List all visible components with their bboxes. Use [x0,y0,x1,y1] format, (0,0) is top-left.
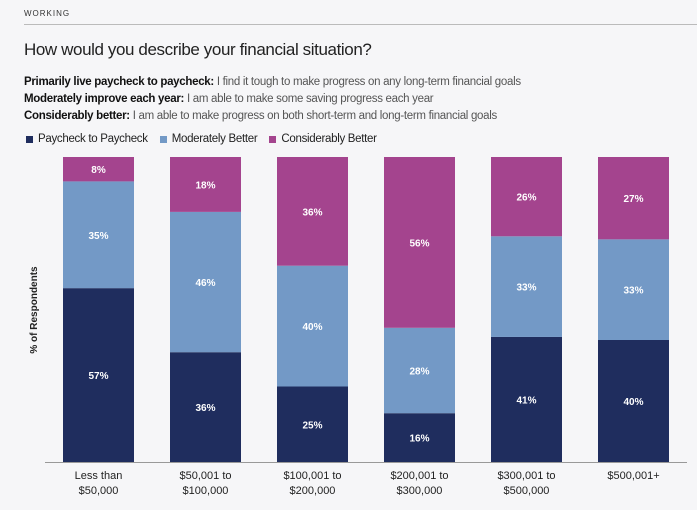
bar-segment [491,236,562,337]
data-label: 16% [409,434,429,445]
legend: Paycheck to Paycheck Moderately Better C… [26,133,377,145]
data-label: 36% [195,403,215,414]
description-moderate: Moderately improve each year: I am able … [24,93,434,105]
description-term: Primarily live paycheck to paycheck: [24,76,214,88]
x-tick-label: Less than [75,470,123,482]
bar-segment [63,288,134,462]
x-tick-label: $500,001+ [607,470,659,482]
bar-segment [63,181,134,289]
bar-segment [491,157,562,237]
x-tick-label: $300,000 [397,485,443,497]
bar-segment [170,211,241,353]
legend-swatch [26,135,33,143]
legend-item-paycheck: Paycheck to Paycheck [26,133,148,145]
section-label: WORKING [24,9,71,18]
description-paycheck: Primarily live paycheck to paycheck: I f… [24,76,521,88]
description-term: Moderately improve each year: [24,93,185,105]
x-tick-label: $50,001 to [180,470,232,482]
legend-label: Moderately Better [171,133,258,145]
bar-segment [384,327,455,414]
description-text: I find it tough to make progress on any … [213,76,521,88]
data-label: 8% [91,165,106,176]
data-label: 35% [88,231,108,242]
description-text: I am able to make some saving progress e… [184,93,434,105]
data-label: 27% [623,194,643,205]
data-label: 18% [195,180,215,191]
x-tick-label: $500,000 [504,485,550,497]
data-label: 33% [516,283,536,294]
data-label: 25% [302,420,322,431]
bar-segment [384,157,455,328]
bar-segment [277,157,348,266]
data-label: 56% [409,238,429,249]
bar-segment [170,157,241,212]
legend-item-considerable: Considerably Better [269,133,377,145]
data-label: 40% [302,322,322,333]
x-tick-label: $100,000 [183,485,229,497]
x-tick-label: $200,001 to [390,470,448,482]
bar-segment [277,386,348,462]
bar-segment [63,157,134,182]
data-label: 33% [623,286,643,297]
data-label: 36% [302,207,322,218]
data-label: 40% [623,397,643,408]
legend-swatch [269,135,277,143]
bar-segment [170,352,241,462]
bar-segment [491,336,562,462]
data-label: 46% [195,278,215,289]
bar-segment [277,265,348,387]
divider [24,24,697,25]
data-label: 57% [88,371,108,382]
legend-label: Paycheck to Paycheck [38,133,148,145]
description-text: I am able to make progress on both short… [129,110,498,122]
x-tick-label: $300,001 to [497,470,555,482]
data-label: 26% [516,193,536,204]
bar-segment [598,157,669,240]
bar-segment [598,239,669,340]
chart-title: How would you describe your financial si… [24,40,372,59]
data-label: 28% [409,367,429,378]
x-tick-label: $50,000 [79,485,119,497]
x-tick-label: $200,000 [290,485,336,497]
legend-item-moderate: Moderately Better [159,133,258,145]
description-term: Considerably better: [24,110,130,122]
data-label: 41% [516,395,536,406]
y-axis-label: % of Respondents [29,266,40,354]
description-considerable: Considerably better: I am able to make p… [24,110,497,122]
legend-label: Considerably Better [281,133,377,145]
bar-segment [598,340,669,462]
x-tick-label: $100,001 to [283,470,341,482]
legend-swatch [159,135,167,143]
bar-segment [384,413,455,462]
